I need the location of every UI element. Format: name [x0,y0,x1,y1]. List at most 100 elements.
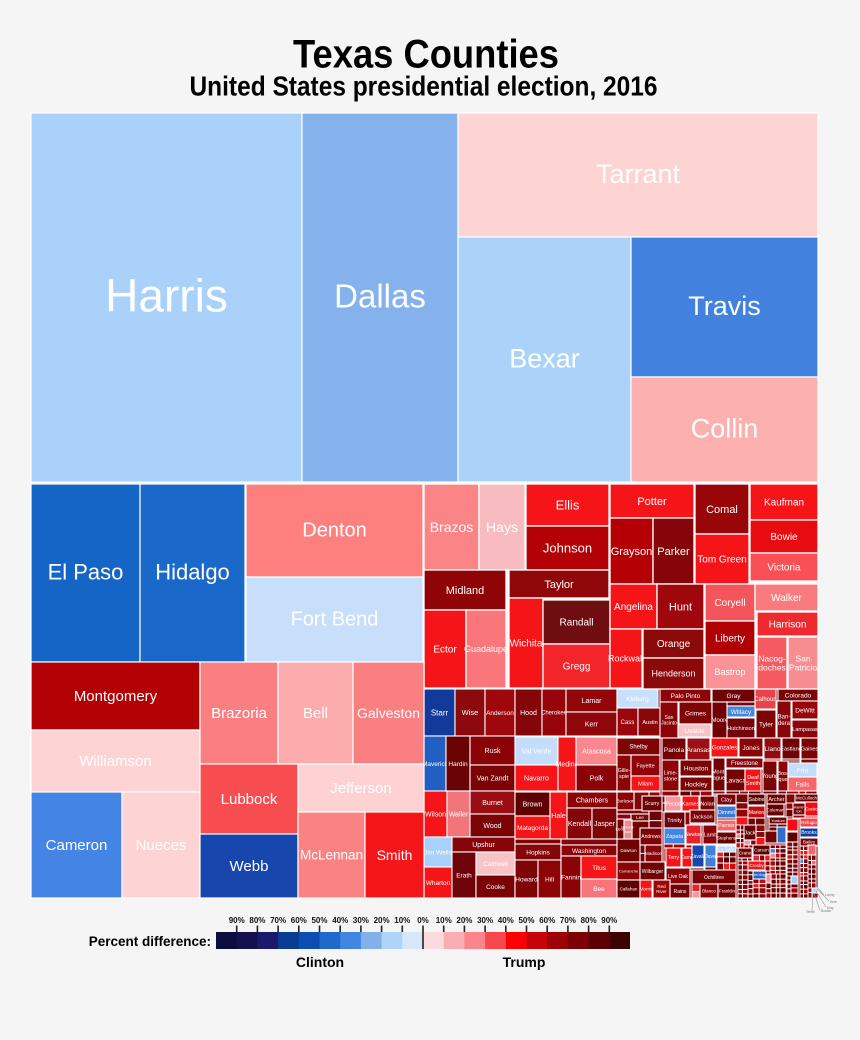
svg-text:Kerr: Kerr [585,722,599,729]
svg-text:Zavala: Zavala [690,854,705,860]
svg-text:Wise: Wise [462,708,479,717]
svg-text:Orange: Orange [657,639,691,650]
svg-text:60%: 60% [539,916,555,925]
svg-text:Ector: Ector [433,645,457,656]
svg-text:Starr: Starr [431,708,449,717]
svg-text:Andrews: Andrews [641,834,661,840]
svg-text:Gaines: Gaines [801,746,819,752]
svg-text:Milam: Milam [638,781,653,787]
svg-text:Erath: Erath [456,872,472,879]
svg-text:Llano: Llano [765,746,781,753]
svg-text:Fannin: Fannin [561,874,581,881]
svg-text:Lamar: Lamar [582,698,603,705]
svg-text:Hidalgo: Hidalgo [155,560,230,585]
svg-text:90%: 90% [601,916,617,925]
svg-text:Comanche: Comanche [619,868,639,873]
svg-text:Lampasas: Lampasas [792,727,818,733]
svg-text:Madison: Madison [645,851,663,856]
svg-text:Texas Counties: Texas Counties [293,33,559,77]
svg-text:Aransas: Aransas [687,747,712,754]
svg-text:40%: 40% [498,916,514,925]
svg-text:Gregg: Gregg [563,662,591,673]
svg-text:Fayette: Fayette [636,763,654,769]
svg-text:Pecos: Pecos [665,801,681,807]
svg-text:Newton: Newton [685,832,702,838]
svg-text:Cass: Cass [621,720,635,726]
svg-text:Refugio: Refugio [801,820,817,825]
svg-text:Hale: Hale [551,813,566,820]
svg-text:Howard: Howard [515,876,538,883]
svg-text:Matagorda: Matagorda [517,825,548,832]
svg-text:Young: Young [762,774,779,780]
svg-text:70%: 70% [270,916,286,925]
svg-text:McLennan: McLennan [300,848,363,863]
svg-text:Rains: Rains [674,889,687,895]
svg-text:Jefferson: Jefferson [330,780,391,797]
svg-text:Montgomery: Montgomery [74,688,158,705]
svg-text:Panola: Panola [664,747,685,754]
svg-text:King: King [827,906,834,910]
svg-text:Marion: Marion [749,810,765,816]
svg-text:Polk: Polk [590,776,604,783]
svg-text:Bastrop: Bastrop [714,667,745,677]
svg-text:Yoakum: Yoakum [771,819,785,823]
svg-text:Guadalupe: Guadalupe [464,644,508,654]
svg-text:Crane: Crane [739,851,752,856]
svg-text:Morris: Morris [640,887,653,892]
svg-text:Rockwall: Rockwall [608,654,644,664]
svg-text:Hutchinson: Hutchinson [727,726,755,732]
svg-text:Camp: Camp [680,855,694,861]
svg-text:Stephens: Stephens [717,836,737,841]
svg-text:Nacog-doches: Nacog-doches [758,653,786,672]
svg-text:Jim Wells: Jim Wells [424,849,452,856]
svg-text:Lee: Lee [636,815,644,820]
svg-text:Wilbarger: Wilbarger [642,869,664,875]
svg-text:30%: 30% [477,916,493,925]
svg-text:Brazoria: Brazoria [211,705,268,722]
svg-text:Dimmit: Dimmit [718,810,736,816]
svg-text:10%: 10% [394,916,410,925]
svg-text:Robert-son: Robert-son [621,825,635,834]
svg-text:Walker: Walker [771,593,802,604]
svg-text:Palo Pinto: Palo Pinto [671,693,701,700]
svg-text:Brazos: Brazos [430,519,474,535]
svg-text:50%: 50% [518,916,534,925]
svg-text:Austin: Austin [642,720,657,726]
svg-text:50%: 50% [311,916,327,925]
svg-text:Hunt: Hunt [669,601,692,613]
svg-text:Brooks: Brooks [801,830,817,836]
svg-text:Lamb: Lamb [704,832,718,838]
svg-text:Gonzales: Gonzales [712,746,737,752]
svg-text:Uvalde: Uvalde [684,728,705,735]
svg-text:Val Verde: Val Verde [522,749,552,756]
svg-text:Chambers: Chambers [576,798,609,805]
svg-text:Lubbock: Lubbock [221,791,278,808]
svg-text:Wichita: Wichita [510,639,543,650]
svg-text:Van Zandt: Van Zandt [477,776,509,783]
svg-text:Jackson: Jackson [692,814,712,820]
svg-text:Harris: Harris [105,269,228,321]
svg-text:Cameron: Cameron [46,837,108,854]
svg-text:Trinity: Trinity [667,818,682,824]
svg-text:Zapata: Zapata [666,834,684,840]
svg-text:Denton: Denton [302,520,367,542]
svg-text:Tom Green: Tom Green [697,555,746,566]
svg-text:Tyler: Tyler [759,721,774,728]
svg-text:Harrison: Harrison [769,620,807,631]
svg-text:Washington: Washington [572,848,606,855]
svg-text:Duval: Duval [704,854,717,860]
svg-text:Jasper: Jasper [594,821,616,828]
svg-text:Clinton: Clinton [296,954,344,970]
svg-text:0%: 0% [417,916,429,925]
svg-text:Carson: Carson [754,848,769,853]
svg-text:Jim Hogg: Jim Hogg [752,873,767,877]
svg-text:Tarrant: Tarrant [596,159,681,189]
svg-text:Loving: Loving [825,893,835,897]
svg-text:Atascosa: Atascosa [582,749,611,756]
svg-text:Falls: Falls [796,781,810,788]
svg-text:Moore: Moore [711,718,729,724]
svg-text:Kendall: Kendall [568,821,592,828]
svg-text:Liberty: Liberty [715,634,745,645]
